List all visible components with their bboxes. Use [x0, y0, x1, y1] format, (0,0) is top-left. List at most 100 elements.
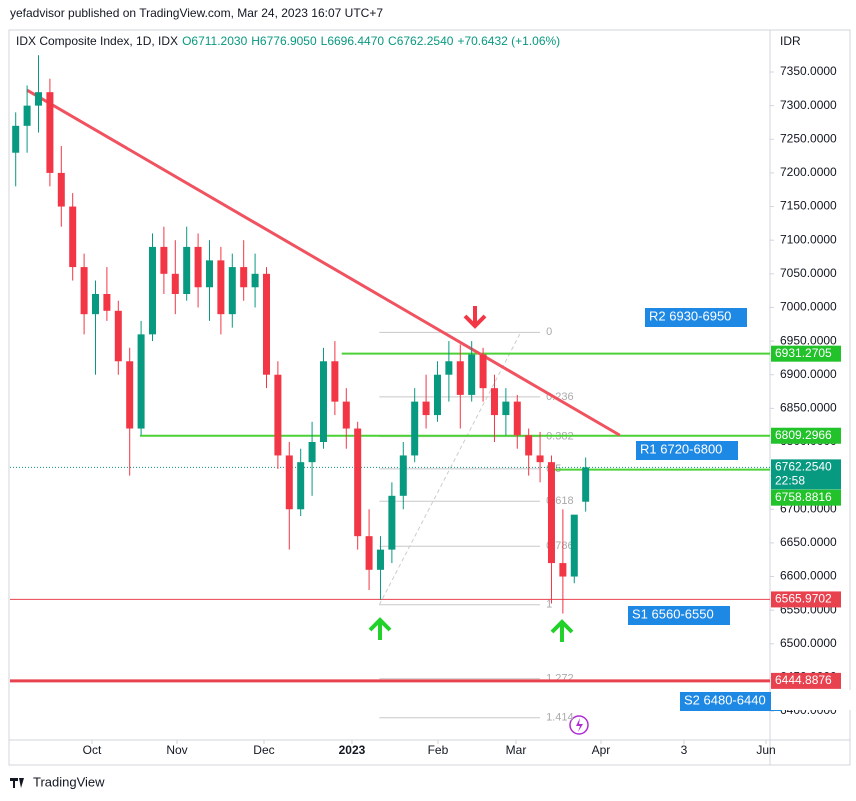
y-tick-label: 7300.0000: [780, 98, 837, 112]
candle-body: [57, 172, 65, 207]
candle-body: [422, 401, 430, 416]
zone-label: S1 6560-6550: [632, 606, 714, 621]
zone-label: R1 6720-6800: [640, 441, 722, 456]
y-tick-label: 6850.0000: [780, 401, 837, 415]
candle-body: [205, 260, 213, 288]
y-tick-label: 7150.0000: [780, 199, 837, 213]
fib-label: 0.236: [546, 391, 574, 403]
level-label-bg: [771, 591, 841, 608]
level-label-bg: [771, 427, 841, 444]
candle-body: [69, 206, 77, 268]
footer-text: TradingView: [33, 774, 105, 789]
zone-bg: [645, 308, 747, 327]
candle-body: [126, 361, 134, 429]
fib-diagonal: [378, 332, 522, 606]
candle-body: [502, 401, 510, 416]
candle-body: [34, 92, 42, 106]
candle-body: [331, 361, 339, 402]
level-label: 6931.2705: [775, 346, 832, 360]
fib-label: 1: [546, 599, 552, 611]
candle-body: [388, 495, 396, 550]
x-tick-label: Apr: [592, 743, 611, 757]
x-tick-label: Oct: [83, 743, 102, 757]
y-tick-label: 7250.0000: [780, 131, 837, 145]
candle-body: [559, 563, 567, 577]
candle-body: [365, 536, 373, 570]
x-tick-label: Nov: [166, 743, 187, 757]
level-label: 6758.8816: [775, 490, 832, 504]
last-price-label: 6762.2540: [775, 460, 832, 474]
level-label: 6444.8876: [775, 673, 832, 687]
publisher: yefadvisor published on TradingView.com,…: [10, 6, 383, 20]
x-tick-label: Jun: [756, 743, 775, 757]
level-label: 6565.9702: [775, 592, 832, 606]
candle-body: [319, 361, 327, 442]
zone-bg: [680, 692, 782, 711]
currency: IDR: [780, 34, 801, 48]
candle-body: [513, 401, 521, 436]
y-tick-label: 7000.0000: [780, 300, 837, 314]
candle-body: [456, 361, 464, 395]
frame: [8, 29, 851, 766]
candle-body: [274, 374, 282, 456]
ohlc-value: L6696.4470: [321, 34, 385, 48]
x-tick-label: Dec: [253, 743, 274, 757]
candle-body: [262, 273, 270, 375]
candle-body: [411, 401, 419, 456]
level-label-bg: [771, 672, 841, 689]
zone-bg: [628, 606, 730, 625]
last-price-bg: [771, 459, 841, 490]
candle-body: [23, 105, 31, 126]
candle-body: [354, 428, 362, 537]
x-tick-label: Feb: [428, 743, 449, 757]
up-arrow: [368, 617, 392, 640]
y-tick-label: 7200.0000: [780, 165, 837, 179]
candle-body: [114, 310, 122, 362]
candle-body: [137, 334, 145, 429]
countdown: 22:58: [775, 474, 805, 488]
y-tick-label: 7350.0000: [780, 64, 837, 78]
ohlc-value: O6711.2030: [182, 34, 247, 48]
candle-body: [490, 388, 498, 416]
candle-body: [80, 267, 88, 315]
zone-label: S2 6480-6440: [684, 692, 766, 707]
candle-body: [103, 293, 111, 311]
x-tick-label: 2023: [339, 743, 366, 757]
ohlc-value: H6776.9050: [251, 34, 317, 48]
up-arrow: [550, 619, 574, 642]
ohlc-value: C6762.2540: [388, 34, 454, 48]
level-label-bg: [771, 345, 841, 362]
candle-body: [570, 514, 578, 577]
fib-label: 0: [546, 326, 552, 338]
candle-body: [536, 455, 544, 463]
symbol-info: IDX Composite Index, 1D, IDX O6711.2030 H6…: [16, 34, 560, 48]
candle-body: [468, 354, 476, 395]
candle-body: [46, 92, 54, 173]
candle-body: [194, 246, 202, 288]
y-tick-label: 6900.0000: [780, 367, 837, 381]
candle-body: [91, 293, 99, 315]
y-tick-label: 6600.0000: [780, 569, 837, 583]
y-tick-label: 6950.0000: [780, 333, 837, 347]
logo-icon: [10, 778, 24, 788]
candle-body: [183, 246, 191, 294]
candle-body: [217, 260, 225, 315]
level-label-bg: [771, 489, 841, 506]
candle-body: [228, 267, 236, 315]
fib-label: 1.414: [546, 712, 574, 724]
trendline: [26, 88, 621, 437]
y-tick-label: 7100.0000: [780, 232, 837, 246]
fib-label: 1.272: [546, 673, 574, 685]
y-tick-label: 7050.0000: [780, 266, 837, 280]
candle-body: [525, 435, 533, 456]
axis-cover: [771, 690, 856, 710]
footer-logo: TradingView: [10, 774, 105, 789]
y-tick-label: 6650.0000: [780, 535, 837, 549]
candle-body: [297, 462, 305, 510]
zone-bg: [636, 441, 738, 460]
zone-label: R2 6930-6950: [649, 308, 731, 323]
candle-body: [251, 273, 259, 288]
candle-body: [399, 455, 407, 496]
candle-body: [582, 467, 590, 502]
